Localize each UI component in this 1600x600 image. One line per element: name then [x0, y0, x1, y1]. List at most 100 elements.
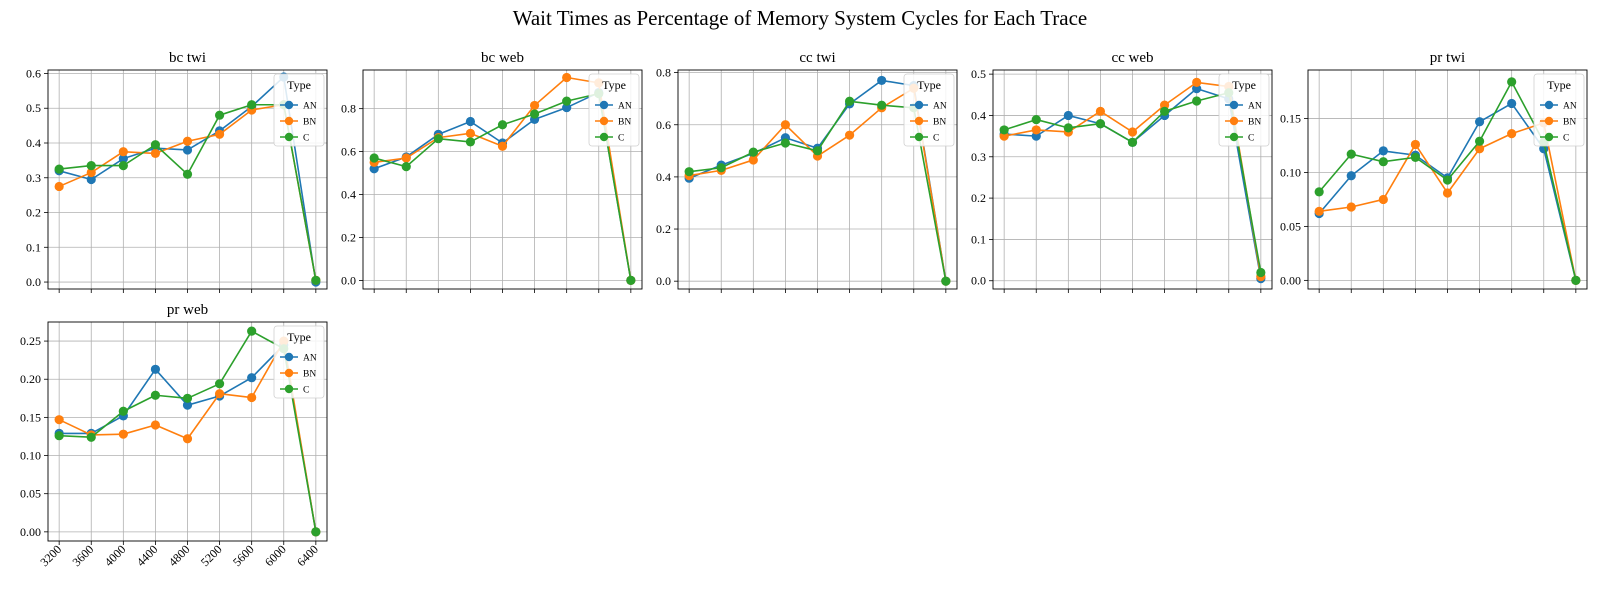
legend: Type AN BN C	[588, 73, 640, 147]
x-tick-label: 3200	[37, 542, 64, 569]
data-point-BN	[497, 141, 508, 151]
data-point-C	[941, 276, 951, 286]
legend-label: AN	[1563, 102, 1577, 112]
data-point-AN	[247, 373, 257, 383]
y-tick-label: 0.5	[26, 101, 41, 115]
data-point-AN	[182, 400, 193, 410]
data-point-BN	[182, 136, 193, 146]
data-point-C	[214, 110, 225, 120]
y-tick-label: 0.1	[971, 232, 986, 246]
data-point-AN	[562, 102, 572, 113]
subplot-bc-twi: 0.0 0.1 0.2 0.3 0.4 0.5 0.6 bc twi Type AN BN C	[26, 50, 328, 293]
data-point-AN	[182, 145, 193, 155]
data-point-AN	[877, 75, 887, 86]
data-point-BN	[247, 392, 257, 403]
legend: Type AN BN C	[1533, 73, 1585, 147]
x-tick-label: 5600	[230, 542, 257, 569]
legend-swatch-marker	[914, 116, 924, 126]
legend-swatch-marker	[599, 116, 609, 126]
legend: Type AN BN C	[903, 73, 955, 147]
data-point-C	[1192, 96, 1202, 106]
data-point-BN	[562, 72, 572, 83]
legend-label: AN	[303, 102, 317, 112]
data-point-C	[54, 164, 64, 174]
legend-box	[1218, 73, 1270, 147]
y-tick-label: 0.4	[341, 188, 356, 202]
y-tick-label: 0.25	[20, 334, 41, 348]
data-point-AN	[1378, 146, 1388, 156]
x-tick-label: 4800	[166, 542, 193, 569]
data-point-C	[311, 275, 321, 285]
legend-swatch-marker	[284, 352, 294, 362]
y-tick-label: 0.2	[971, 191, 986, 205]
data-point-BN	[780, 120, 791, 130]
data-point-C	[626, 275, 636, 286]
data-point-BN	[54, 181, 64, 192]
y-tick-label: 0.2	[656, 222, 671, 236]
y-tick-label: 0.4	[656, 170, 671, 184]
legend-title: Type	[602, 78, 626, 92]
legend-swatch-marker	[1229, 132, 1239, 142]
y-tick-label: 0.6	[26, 66, 41, 80]
plot-frame	[47, 69, 328, 290]
legend-title: Type	[287, 330, 311, 344]
legend-label: C	[933, 134, 939, 144]
data-point-C	[86, 160, 96, 171]
legend-box	[1533, 73, 1585, 147]
x-tick-label: 3600	[69, 542, 96, 569]
data-point-C	[1442, 175, 1453, 185]
data-point-AN	[1507, 98, 1517, 109]
legend-title: Type	[917, 78, 941, 92]
data-point-C	[369, 153, 379, 163]
plot-frame	[47, 321, 328, 542]
subplot-title: pr web	[167, 302, 208, 318]
data-point-C	[86, 432, 96, 442]
subplot-title: cc twi	[799, 50, 835, 66]
data-point-C	[716, 163, 726, 173]
plot-frame	[992, 69, 1273, 290]
legend-box	[588, 73, 640, 147]
y-tick-label: 0.0	[26, 275, 41, 289]
data-point-AN	[1474, 117, 1485, 127]
x-tick-label: 5200	[198, 542, 225, 569]
data-point-BN	[1095, 106, 1106, 116]
legend-label: C	[618, 134, 624, 144]
legend-swatch-marker	[1544, 132, 1554, 142]
data-point-BN	[214, 129, 225, 139]
legend: Type AN BN C	[273, 73, 325, 147]
data-point-C	[247, 326, 257, 336]
data-point-BN	[118, 147, 128, 157]
plot-frame	[362, 69, 643, 290]
y-tick-label: 0.10	[20, 449, 41, 463]
legend-label: AN	[618, 102, 632, 112]
data-point-C	[684, 167, 694, 177]
y-tick-label: 0.2	[26, 206, 41, 220]
data-point-C	[401, 162, 411, 172]
data-point-BN	[1346, 202, 1356, 212]
legend-label: BN	[1248, 118, 1261, 128]
legend-label: C	[1563, 134, 1569, 144]
data-point-C	[182, 169, 193, 179]
y-tick-label: 0.3	[971, 150, 986, 164]
legend: Type AN BN C	[1218, 73, 1270, 147]
subplot-pr-twi: 0.00 0.05 0.10 0.15 pr twi Type AN BN C	[1280, 50, 1588, 293]
data-point-C	[1063, 123, 1073, 133]
y-tick-label: 0.2	[341, 230, 356, 244]
data-point-C	[433, 134, 443, 144]
data-point-C	[497, 120, 508, 130]
data-point-BN	[150, 148, 161, 159]
data-point-C	[1410, 152, 1421, 162]
data-point-BN	[1192, 77, 1202, 87]
subplot-cc-twi: 0.0 0.2 0.4 0.6 0.8 cc twi Type AN BN C	[656, 50, 958, 293]
y-tick-label: 0.15	[20, 410, 41, 424]
legend-label: C	[303, 134, 309, 144]
y-tick-label: 0.8	[341, 102, 356, 116]
data-point-C	[118, 160, 128, 171]
y-tick-label: 0.1	[26, 240, 41, 254]
legend-box	[273, 73, 325, 147]
legend-swatch-marker	[1544, 116, 1554, 126]
y-tick-label: 0.6	[656, 118, 671, 132]
legend-label: BN	[618, 118, 631, 128]
legend-swatch-marker	[914, 132, 924, 142]
